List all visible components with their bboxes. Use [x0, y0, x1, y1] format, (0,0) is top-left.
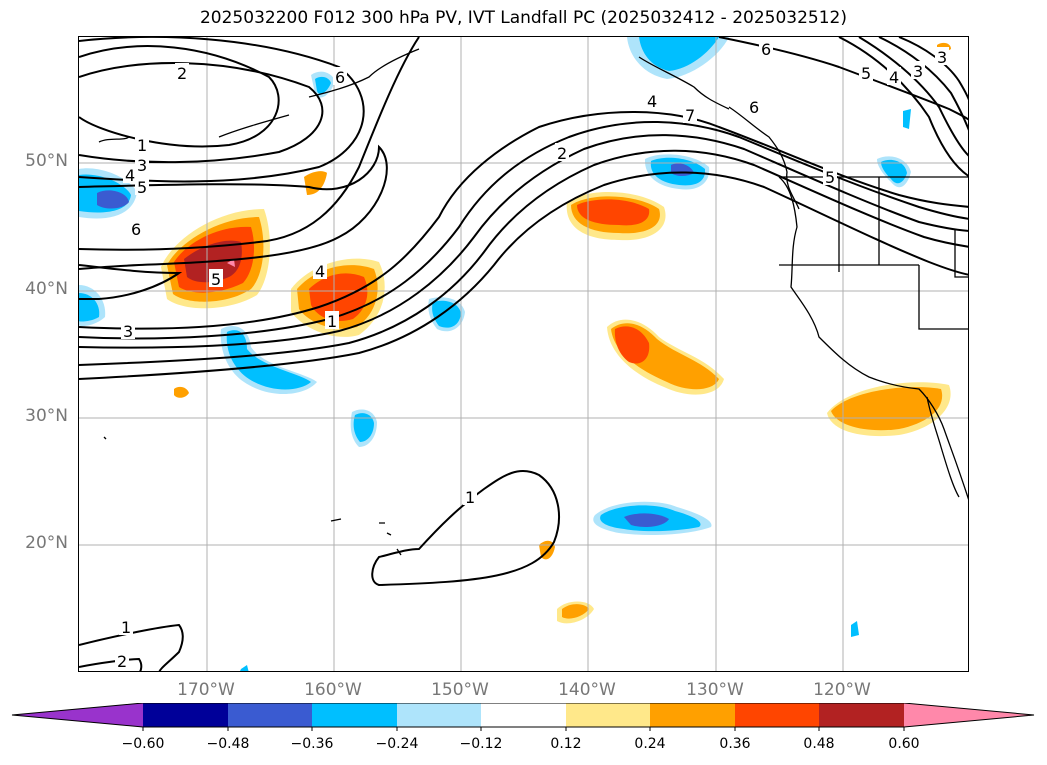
lon-label: 150°W	[431, 680, 489, 700]
contour-label: 6	[131, 220, 141, 239]
negative-anomaly-region	[627, 37, 729, 79]
contour-label: 1	[465, 488, 475, 507]
contour-label: 6	[749, 98, 759, 117]
colorbar-tick-label: 0.12	[550, 736, 582, 752]
colorbar-tick-label: 0.60	[888, 736, 920, 752]
contour-label: 4	[125, 166, 135, 185]
colorbar-segment	[12, 703, 143, 727]
negative-anomaly-region	[428, 297, 465, 332]
contour-label: 1	[137, 136, 147, 155]
lon-label: 160°W	[304, 680, 362, 700]
contour-label: 5	[211, 270, 221, 289]
contour-label: 6	[761, 40, 771, 59]
colorbar-ticks	[142, 727, 905, 731]
pv-contours	[79, 37, 968, 671]
contour-label: 4	[647, 92, 657, 111]
positive-anomaly-region	[827, 382, 951, 437]
lon-label: 140°W	[558, 680, 616, 700]
contour-label: 3	[123, 322, 133, 341]
contour-label: 3	[137, 156, 147, 175]
colorbar-segment	[904, 703, 1034, 727]
contour-label: 4	[315, 262, 325, 281]
contour-label: 7	[685, 106, 695, 125]
contour-label: 5	[825, 168, 835, 187]
negative-anomaly-region	[593, 501, 712, 535]
colorbar-tick-label: 0.36	[719, 736, 751, 752]
colorbar-tick-label: −0.36	[290, 736, 334, 752]
colorbar	[11, 703, 1035, 731]
lat-label: 40°N	[25, 279, 68, 299]
colorbar-tick-label: −0.60	[121, 736, 165, 752]
gridlines	[79, 37, 968, 671]
lon-label: 120°W	[813, 680, 871, 700]
colorbar-segment	[481, 703, 566, 727]
positive-anomaly-region	[174, 42, 951, 624]
colorbar-tick-label: −0.12	[459, 736, 503, 752]
colorbar-segment	[143, 703, 228, 727]
lon-label: 170°W	[177, 680, 235, 700]
colorbar-segment	[312, 703, 397, 727]
map-panel: 2 1 3 4 5 6 3 6 2 4 6 5 4 3	[78, 36, 969, 672]
colorbar-segment	[819, 703, 904, 727]
contour-labels: 2 1 3 4 5 6 3 6 2 4 6 5 4 3	[115, 39, 949, 671]
pv-shading	[79, 37, 951, 671]
contour-label: 2	[557, 144, 567, 163]
colorbar-tick-label: −0.48	[206, 736, 250, 752]
contour-label: 5	[137, 178, 147, 197]
contour-label: 1	[327, 312, 337, 331]
lat-label: 50°N	[25, 151, 68, 171]
contour-label: 5	[861, 64, 871, 83]
contour-label: 2	[177, 64, 187, 83]
map-title: 2025032200 F012 300 hPa PV, IVT Landfall…	[199, 8, 847, 28]
contour-label: 2	[117, 652, 127, 671]
colorbar-tick-label: 0.48	[803, 736, 835, 752]
contour-label: 1	[121, 618, 131, 637]
contour-label: 6	[335, 68, 345, 87]
colorbar-tick-label: −0.24	[375, 736, 419, 752]
positive-anomaly-region	[607, 319, 724, 395]
negative-anomaly-region	[240, 71, 911, 671]
coastlines	[98, 48, 968, 556]
contour-label: 4	[889, 68, 899, 87]
negative-anomaly-region	[79, 168, 137, 219]
colorbar-tick-label: 0.24	[634, 736, 666, 752]
colorbar-segment	[650, 703, 735, 727]
negative-anomaly-region	[350, 409, 377, 447]
colorbar-segment	[735, 703, 819, 727]
contour-label: 3	[913, 62, 923, 81]
positive-anomaly-region	[291, 258, 385, 337]
colorbar-segment	[566, 703, 650, 727]
negative-anomaly-region	[79, 285, 106, 327]
colorbar-segment	[228, 703, 312, 727]
lat-label: 30°N	[25, 406, 68, 426]
negative-anomaly-region	[220, 326, 317, 395]
lon-label: 130°W	[686, 680, 744, 700]
map-canvas: 2 1 3 4 5 6 3 6 2 4 6 5 4 3	[79, 37, 968, 671]
positive-anomaly-region	[304, 171, 327, 195]
lat-label: 20°N	[25, 533, 68, 553]
colorbar-segment	[397, 703, 481, 727]
contour-label: 3	[937, 48, 947, 67]
positive-anomaly-region	[566, 191, 666, 241]
